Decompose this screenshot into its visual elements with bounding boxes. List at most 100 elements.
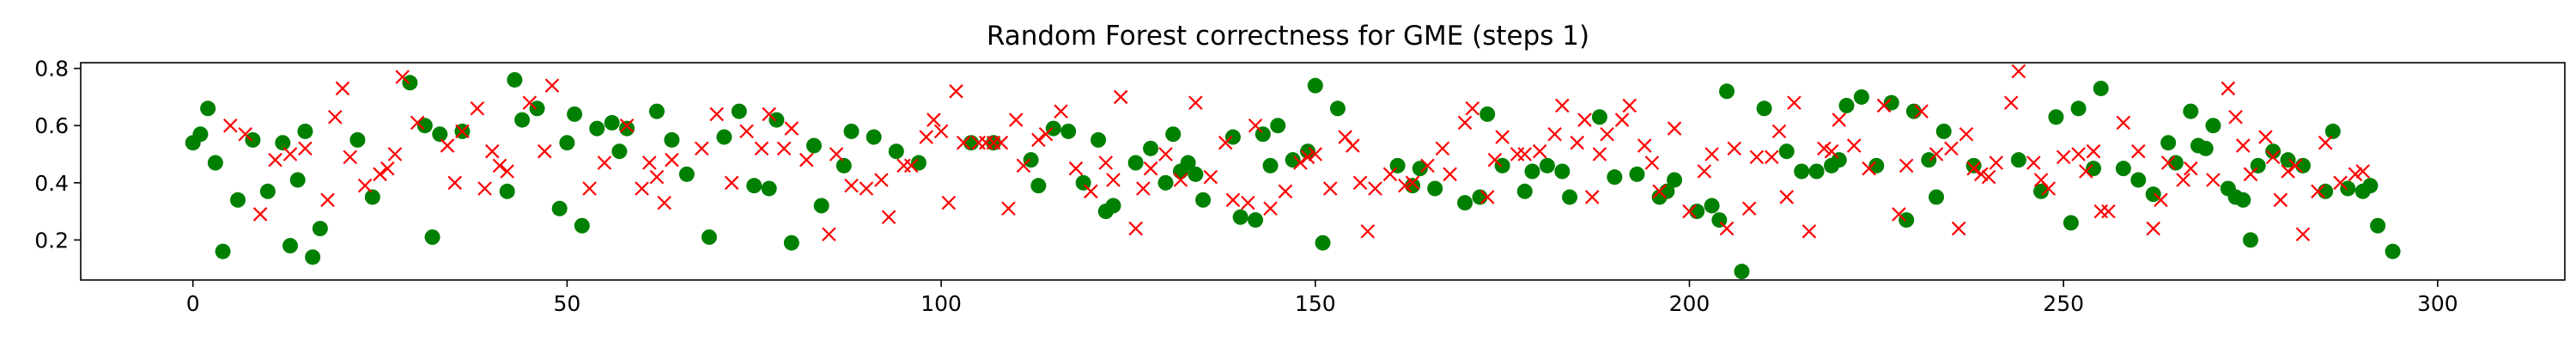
data-point-circle — [805, 137, 822, 154]
data-point-circle — [574, 217, 590, 234]
data-point-x — [1846, 138, 1862, 153]
data-point-x — [1300, 149, 1315, 165]
data-point-circle — [297, 123, 313, 139]
data-point-x — [343, 149, 357, 165]
data-point-x — [784, 121, 799, 136]
data-point-circle — [1427, 180, 1443, 197]
data-point-x — [1084, 184, 1098, 199]
data-point-circle — [835, 157, 852, 174]
data-point-circle — [567, 106, 583, 122]
data-point-circle — [1734, 264, 1750, 280]
data-point-x — [1981, 169, 1996, 185]
data-point-circle — [1188, 166, 1204, 182]
x-tick-label: 100 — [920, 291, 962, 316]
data-point-x — [1420, 158, 1435, 174]
data-point-circle — [611, 143, 628, 160]
data-point-x — [2206, 173, 2221, 187]
data-point-circle — [2160, 135, 2177, 151]
data-point-x — [927, 113, 941, 127]
data-point-x — [335, 81, 350, 96]
data-point-circle — [1629, 166, 1645, 182]
data-point-circle — [1023, 152, 1039, 168]
data-point-circle — [259, 183, 276, 199]
data-point-x — [1697, 164, 1712, 179]
data-point-circle — [2295, 157, 2312, 174]
data-point-circle — [2063, 215, 2079, 231]
data-point-x — [2154, 192, 2168, 208]
data-point-circle — [1315, 234, 1331, 251]
data-point-x — [1510, 147, 1525, 161]
data-point-x — [2131, 143, 2146, 159]
data-point-x — [380, 161, 395, 176]
data-point-circle — [1412, 161, 1428, 177]
data-point-circle — [769, 112, 785, 128]
data-point-circle — [910, 155, 927, 171]
data-point-circle — [289, 172, 306, 188]
data-point-circle — [1195, 192, 1212, 208]
data-point-circle — [2205, 118, 2221, 134]
data-point-x — [1128, 221, 1143, 236]
data-point-x — [440, 138, 455, 153]
data-point-circle — [1479, 106, 1496, 122]
data-point-circle — [200, 100, 216, 117]
data-point-circle — [1143, 140, 1159, 156]
data-point-circle — [507, 71, 523, 88]
data-point-circle — [1127, 155, 1144, 171]
x-tick-label: 200 — [1669, 291, 1710, 316]
data-point-circle — [1935, 123, 1952, 139]
data-point-circle — [1307, 77, 1323, 94]
data-point-x — [1098, 155, 1114, 170]
data-point-circle — [2010, 152, 2026, 168]
data-point-circle — [1929, 189, 1945, 205]
data-point-x — [1892, 207, 1906, 222]
data-point-x — [2041, 181, 2057, 196]
data-point-circle — [648, 103, 665, 119]
data-point-circle — [364, 189, 380, 205]
data-point-x — [1016, 158, 1031, 174]
data-point-x — [2003, 95, 2019, 110]
data-point-circle — [2197, 140, 2214, 156]
data-point-circle — [1921, 152, 1937, 168]
data-point-x — [1241, 195, 1255, 210]
data-point-circle — [1899, 212, 1915, 228]
data-point-x — [1031, 132, 1046, 148]
data-point-circle — [1808, 163, 1825, 180]
data-point-x — [597, 155, 612, 170]
data-point-x — [859, 181, 874, 196]
data-point-circle — [432, 126, 448, 143]
data-point-circle — [701, 229, 717, 246]
data-point-x — [1614, 113, 1630, 127]
data-point-circle — [2385, 243, 2401, 259]
x-tick-label: 250 — [2043, 291, 2084, 316]
data-point-x — [522, 95, 538, 110]
data-point-circle — [1516, 183, 1533, 199]
data-point-x — [2318, 135, 2333, 150]
data-point-x — [1008, 113, 1024, 127]
data-point-x — [844, 178, 859, 193]
data-point-x — [2184, 161, 2198, 176]
data-point-circle — [1157, 174, 1174, 191]
data-point-circle — [1329, 100, 1346, 117]
data-point-circle — [783, 234, 799, 251]
data-point-x — [2288, 158, 2303, 174]
data-point-x — [1308, 147, 1323, 161]
data-point-circle — [2280, 152, 2296, 168]
data-point-x — [1899, 158, 1914, 174]
data-point-x — [1113, 89, 1128, 105]
data-point-x — [2355, 164, 2371, 179]
data-point-x — [1068, 161, 1084, 176]
data-point-x — [1457, 115, 1473, 131]
data-point-x — [1479, 190, 1495, 204]
data-point-x — [1106, 173, 1121, 187]
data-point-x — [455, 124, 470, 139]
series-x-markers — [222, 64, 2371, 242]
data-point-x — [1555, 98, 1570, 113]
data-point-x — [1719, 221, 1735, 236]
data-point-circle — [1562, 189, 1578, 205]
data-point-x — [2026, 155, 2041, 170]
data-point-x — [2281, 164, 2295, 179]
data-point-x — [2086, 143, 2101, 159]
data-point-x — [2311, 184, 2325, 199]
data-point-x — [1929, 147, 1944, 161]
